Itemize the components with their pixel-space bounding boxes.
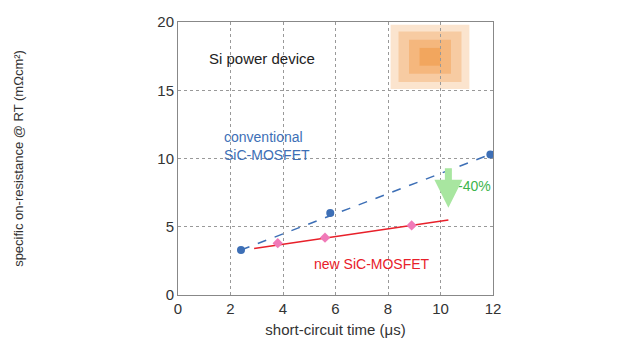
svg-text:short-circuit time (μs): short-circuit time (μs) bbox=[265, 321, 405, 338]
svg-text:specific on-resistance @ RT (m: specific on-resistance @ RT (mΩcm²) bbox=[11, 50, 26, 267]
svg-text:20: 20 bbox=[157, 13, 174, 30]
svg-text:8: 8 bbox=[384, 300, 392, 317]
svg-text:10: 10 bbox=[432, 300, 449, 317]
svg-text:12: 12 bbox=[485, 300, 502, 317]
svg-text:-40%: -40% bbox=[458, 178, 491, 194]
svg-text:0: 0 bbox=[166, 286, 174, 303]
svg-text:Si power device: Si power device bbox=[209, 50, 315, 67]
svg-text:2: 2 bbox=[226, 300, 234, 317]
svg-text:5: 5 bbox=[166, 218, 174, 235]
svg-text:0: 0 bbox=[174, 300, 182, 317]
svg-text:4: 4 bbox=[279, 300, 287, 317]
svg-text:6: 6 bbox=[331, 300, 339, 317]
svg-text:10: 10 bbox=[157, 150, 174, 167]
svg-text:new SiC-MOSFET: new SiC-MOSFET bbox=[314, 256, 430, 272]
svg-text:15: 15 bbox=[157, 82, 174, 99]
svg-text:conventionalSiC-MOSFET: conventionalSiC-MOSFET bbox=[224, 129, 310, 163]
